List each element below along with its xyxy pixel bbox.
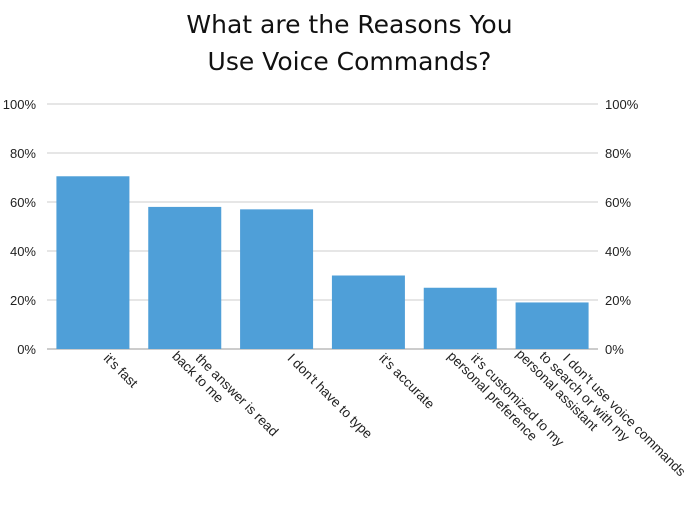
x-category-label-line: I don't have to type xyxy=(284,351,375,442)
left-y-axis-ticks: 0% 20% 40% 60% 80% 100% xyxy=(3,97,37,357)
y-tick-label-left: 80% xyxy=(10,146,36,161)
x-category-label: the answer is readback to me xyxy=(169,338,281,450)
y-tick-label-right: 80% xyxy=(605,146,631,161)
bar xyxy=(331,275,405,349)
bar xyxy=(515,302,589,349)
chart-title: What are the Reasons You Use Voice Comma… xyxy=(0,6,699,80)
x-category-label: it's accurate xyxy=(376,351,437,412)
bar xyxy=(148,206,222,349)
bar xyxy=(56,176,130,349)
y-tick-label-right: 40% xyxy=(605,244,631,259)
y-tick-label-left: 0% xyxy=(17,342,36,357)
chart-title-line-1: What are the Reasons You xyxy=(186,10,513,39)
x-category-label-line: it's accurate xyxy=(376,351,437,412)
right-y-axis-ticks: 0% 20% 40% 60% 80% 100% xyxy=(605,97,639,357)
chart-title-line-2: Use Voice Commands? xyxy=(207,47,492,76)
y-tick-label-right: 0% xyxy=(605,342,624,357)
gridlines xyxy=(47,103,598,350)
y-tick-label-right: 20% xyxy=(605,293,631,308)
y-tick-label-left: 100% xyxy=(3,97,37,112)
x-category-label: it's fast xyxy=(101,351,141,391)
bar xyxy=(423,287,497,349)
x-category-label-line: it's fast xyxy=(101,351,141,391)
x-axis-labels: it's fast the answer is readback to me I d… xyxy=(101,338,689,479)
bar xyxy=(240,209,314,349)
y-tick-label-right: 60% xyxy=(605,195,631,210)
y-tick-label-left: 40% xyxy=(10,244,36,259)
bars xyxy=(56,176,589,349)
y-tick-label-right: 100% xyxy=(605,97,639,112)
y-tick-label-left: 60% xyxy=(10,195,36,210)
y-tick-label-left: 20% xyxy=(10,293,36,308)
x-category-label: I don't have to type xyxy=(284,351,375,442)
